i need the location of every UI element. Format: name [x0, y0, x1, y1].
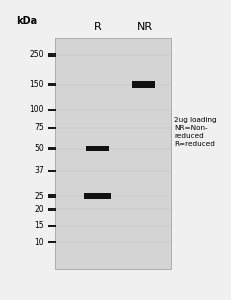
Bar	[48, 225, 56, 227]
Bar	[84, 194, 111, 199]
Text: 250: 250	[29, 50, 44, 59]
Text: 2ug loading
NR=Non-
reduced
R=reduced: 2ug loading NR=Non- reduced R=reduced	[174, 117, 216, 147]
Text: 75: 75	[34, 123, 44, 132]
Bar	[48, 83, 56, 86]
Text: 50: 50	[34, 144, 44, 153]
Text: kDa: kDa	[16, 16, 37, 26]
Bar	[48, 208, 56, 211]
Bar	[131, 81, 154, 88]
Bar	[48, 241, 56, 243]
Bar	[48, 170, 56, 172]
Bar	[48, 53, 56, 56]
Bar	[48, 194, 56, 198]
Text: R: R	[93, 22, 101, 32]
Text: 37: 37	[34, 166, 44, 175]
Bar	[48, 109, 56, 111]
Text: 100: 100	[29, 105, 44, 114]
Bar	[48, 127, 56, 129]
Bar	[86, 146, 109, 151]
Bar	[48, 147, 56, 150]
Text: 25: 25	[34, 192, 44, 201]
Text: NR: NR	[136, 22, 152, 32]
Text: 15: 15	[34, 221, 44, 230]
Bar	[55, 38, 170, 269]
Text: 150: 150	[29, 80, 44, 89]
Text: 10: 10	[34, 238, 44, 247]
Text: 20: 20	[34, 205, 44, 214]
